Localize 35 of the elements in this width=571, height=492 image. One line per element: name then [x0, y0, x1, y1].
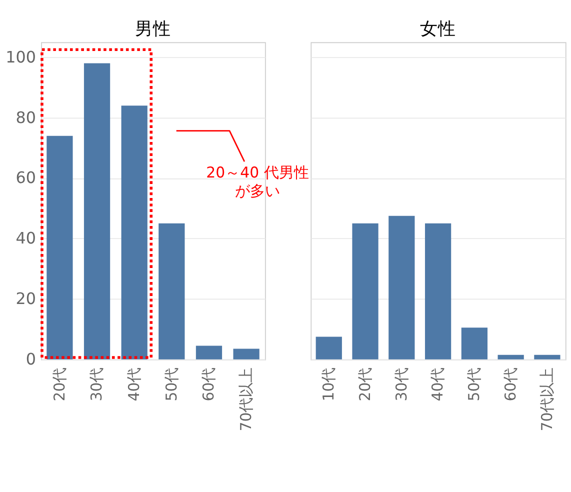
x-tick-label: 10代 — [320, 367, 338, 402]
bar — [46, 136, 73, 360]
x-tick-label: 60代 — [200, 367, 218, 402]
x-tick-label: 30代 — [88, 367, 106, 402]
bar — [424, 223, 452, 360]
bar — [158, 223, 185, 360]
x-tick-label: 50代 — [465, 367, 484, 402]
x-tick-label: 20代 — [356, 367, 374, 402]
bar — [121, 106, 148, 360]
y-tick-label: 80 — [16, 108, 36, 127]
x-tick-label: 50代 — [162, 367, 180, 402]
y-tick-label: 100 — [6, 47, 36, 66]
annotation: 20～40 代男性が多い — [206, 163, 309, 200]
bar — [316, 336, 342, 360]
y-tick-label: 60 — [16, 168, 36, 188]
bar — [461, 328, 488, 360]
bar — [196, 346, 222, 360]
x-tick-label: 40代 — [125, 367, 144, 402]
x-tick-label: 70代以上 — [236, 367, 255, 432]
bar — [498, 354, 524, 360]
x-tick-label: 70代以上 — [538, 367, 556, 432]
y-tick-label: 20 — [16, 289, 36, 308]
bar — [233, 348, 260, 360]
x-tick-label: 60代 — [501, 367, 520, 402]
x-tick-label: 20代 — [50, 367, 68, 402]
chart-title: 女性 — [420, 20, 456, 40]
x-tick-label: 40代 — [428, 367, 447, 402]
y-tick-label: 40 — [16, 228, 36, 248]
x-tick-label: 30代 — [392, 367, 410, 402]
bar — [352, 223, 378, 360]
y-tick-label: 0 — [26, 350, 36, 369]
bar — [84, 63, 110, 360]
bar — [534, 354, 560, 360]
bar — [388, 216, 415, 360]
chart-title: 男性 — [135, 20, 172, 40]
